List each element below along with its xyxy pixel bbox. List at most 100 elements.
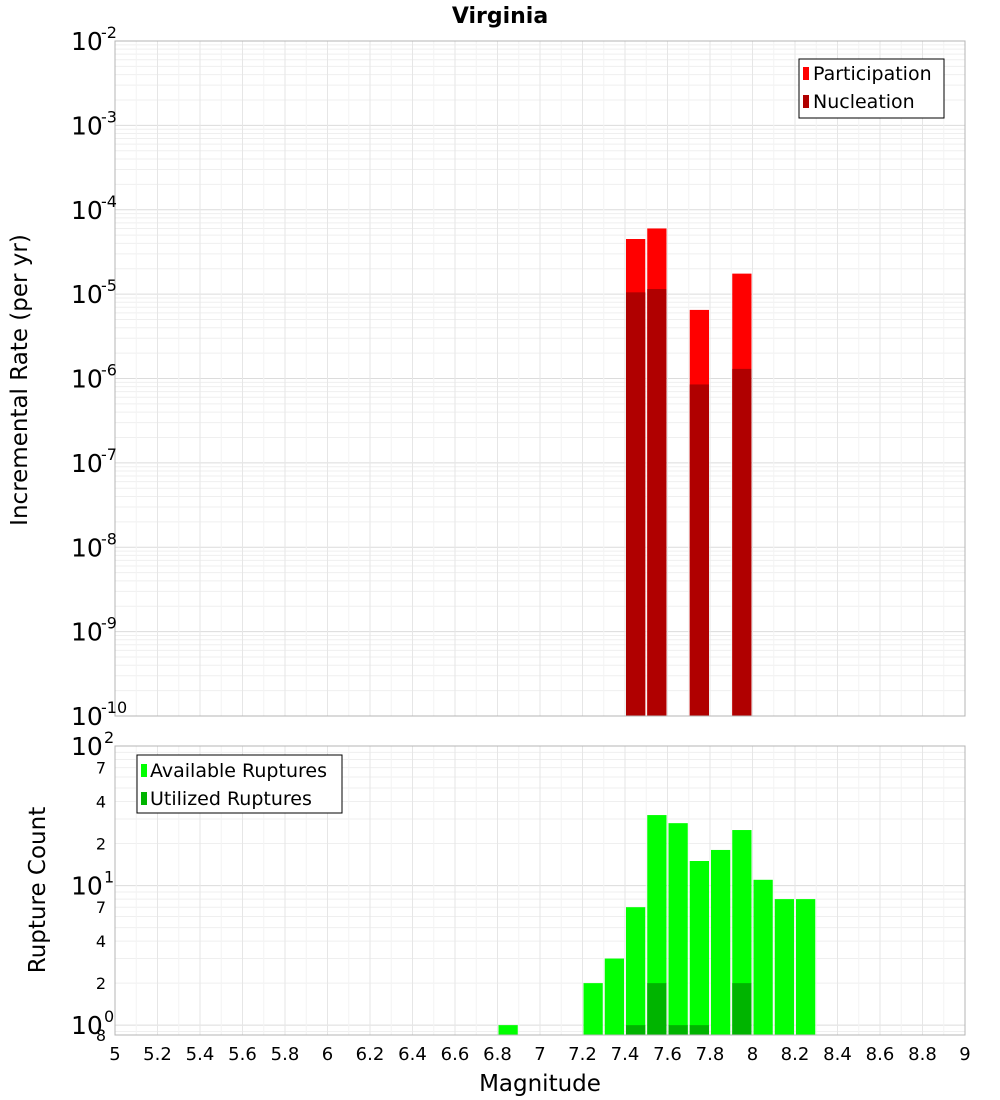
legend-label-utilized-ruptures: Utilized Ruptures <box>150 788 312 810</box>
x-tick-label: 8.8 <box>908 1044 937 1065</box>
bottom-y-minor-tick-label: 4 <box>96 793 106 812</box>
top-y-tick-label: 10 <box>71 196 103 225</box>
x-tick-label: 6.4 <box>398 1044 427 1065</box>
bottom-y-tick-label: 10 <box>71 732 103 761</box>
bottom-y-tick-exponent: 2 <box>104 728 114 747</box>
bottom-y-minor-tick-label: 7 <box>96 759 106 778</box>
top-y-tick-label: 10 <box>71 533 103 562</box>
top-bars <box>626 228 752 716</box>
top-y-tick-label: 10 <box>71 27 103 56</box>
top-y-tick-label: 10 <box>71 618 103 647</box>
x-tick-label: 7.8 <box>696 1044 725 1065</box>
top-y-tick-exponent: -5 <box>101 276 117 295</box>
top-bar-nucleation <box>689 384 709 716</box>
top-grid <box>114 41 966 717</box>
top-y-tick-exponent: -7 <box>101 445 117 464</box>
bottom-bar-available-ruptures <box>647 815 667 1035</box>
x-tick-label: 5 <box>109 1044 120 1065</box>
top-y-tick-exponent: -2 <box>101 23 117 42</box>
x-tick-label: 5.4 <box>186 1044 215 1065</box>
top-y-tick-label: 10 <box>71 702 103 731</box>
bottom-bars <box>498 815 816 1035</box>
top-bar-nucleation <box>732 368 752 716</box>
bottom-legend: Available Ruptures Utilized Ruptures <box>136 754 343 814</box>
legend-swatch-participation <box>803 67 809 80</box>
bottom-bar-utilized-ruptures <box>647 983 667 1035</box>
top-y-tick-exponent: -9 <box>101 614 117 633</box>
legend-label-participation: Participation <box>813 63 932 85</box>
bottom-y-tick-exponent: 1 <box>104 868 114 887</box>
bottom-plot-frame <box>114 745 966 1036</box>
top-y-axis-label: Incremental Rate (per yr) <box>7 234 33 526</box>
top-y-tick-exponent: -6 <box>101 361 117 380</box>
x-tick-label: 6.6 <box>441 1044 470 1065</box>
bottom-bar-available-ruptures <box>668 823 688 1035</box>
bottom-y-tick-exponent: 0 <box>104 1007 114 1026</box>
top-y-tick-label: 10 <box>71 280 103 309</box>
bottom-bar-utilized-ruptures <box>626 1025 646 1035</box>
bottom-bar-available-ruptures <box>753 879 773 1035</box>
top-legend: Participation Nucleation <box>798 58 945 119</box>
legend-label-nucleation: Nucleation <box>813 91 915 113</box>
legend-swatch-nucleation <box>803 95 809 108</box>
bottom-y-minor-tick-label: 4 <box>96 932 106 951</box>
top-y-tick-exponent: -3 <box>101 107 117 126</box>
x-tick-label: 5.8 <box>271 1044 300 1065</box>
x-tick-label: 8.4 <box>823 1044 852 1065</box>
x-tick-label: 8.2 <box>781 1044 810 1065</box>
x-axis-label: Magnitude <box>479 1071 601 1097</box>
x-tick-label: 9 <box>959 1044 970 1065</box>
bottom-bar-available-ruptures <box>774 899 794 1035</box>
x-tick-label: 6 <box>322 1044 333 1065</box>
bottom-y-tick-label: 10 <box>71 872 103 901</box>
x-tick-label: 7.2 <box>568 1044 597 1065</box>
top-y-tick-exponent: -10 <box>101 698 127 717</box>
top-y-tick-label: 10 <box>71 111 103 140</box>
top-y-tick-exponent: -4 <box>101 192 117 211</box>
x-tick-label: 7.6 <box>653 1044 682 1065</box>
x-tick-label: 7.4 <box>611 1044 640 1065</box>
bottom-bar-available-ruptures <box>626 907 646 1035</box>
x-tick-label: 5.6 <box>228 1044 257 1065</box>
bottom-legend-box <box>136 754 343 814</box>
bottom-bar-available-ruptures <box>498 1025 518 1035</box>
bottom-y-minor-tick-label: 2 <box>96 835 106 854</box>
x-tick-label: 8.6 <box>866 1044 895 1065</box>
x-tick-label: 6.8 <box>483 1044 512 1065</box>
top-plot-frame <box>114 40 966 717</box>
bottom-bar-utilized-ruptures <box>732 983 752 1035</box>
legend-swatch-available-ruptures <box>141 764 147 777</box>
bottom-bar-available-ruptures <box>583 983 603 1035</box>
bottom-y-axis-label: Rupture Count <box>25 807 51 973</box>
x-ticks: 5 5.2 5.4 5.6 5.8 6 6.2 6.4 6.6 6.8 7 7.2 7.4 7.6 7.8 8… <box>109 1044 970 1065</box>
top-y-tick-label: 10 <box>71 449 103 478</box>
x-tick-label: 6.2 <box>356 1044 385 1065</box>
bottom-bar-available-ruptures <box>604 958 624 1035</box>
legend-label-available-ruptures: Available Ruptures <box>150 760 327 782</box>
top-bar-nucleation <box>626 292 646 716</box>
bottom-y-minor-tick-label: 2 <box>96 974 106 993</box>
x-tick-label: 8 <box>747 1044 758 1065</box>
bottom-bar-available-ruptures <box>689 860 709 1035</box>
top-y-tick-exponent: -8 <box>101 529 117 548</box>
bottom-grid <box>114 746 966 1035</box>
x-tick-label: 7 <box>534 1044 545 1065</box>
chart-title: Virginia <box>452 4 548 29</box>
bottom-bar-utilized-ruptures <box>668 1025 688 1035</box>
x-tick-label: 5.2 <box>143 1044 172 1065</box>
bottom-bar-utilized-ruptures <box>689 1025 709 1035</box>
top-legend-box <box>798 58 945 119</box>
top-y-tick-label: 10 <box>71 365 103 394</box>
bottom-bar-available-ruptures <box>711 849 731 1035</box>
top-bar-nucleation <box>647 289 667 716</box>
bottom-bar-available-ruptures <box>796 899 816 1035</box>
bottom-y-minor-tick-label: 8 <box>96 1026 106 1045</box>
legend-swatch-utilized-ruptures <box>141 792 147 805</box>
bottom-y-tick-label: 10 <box>71 1011 103 1040</box>
bottom-y-minor-tick-label: 7 <box>96 898 106 917</box>
